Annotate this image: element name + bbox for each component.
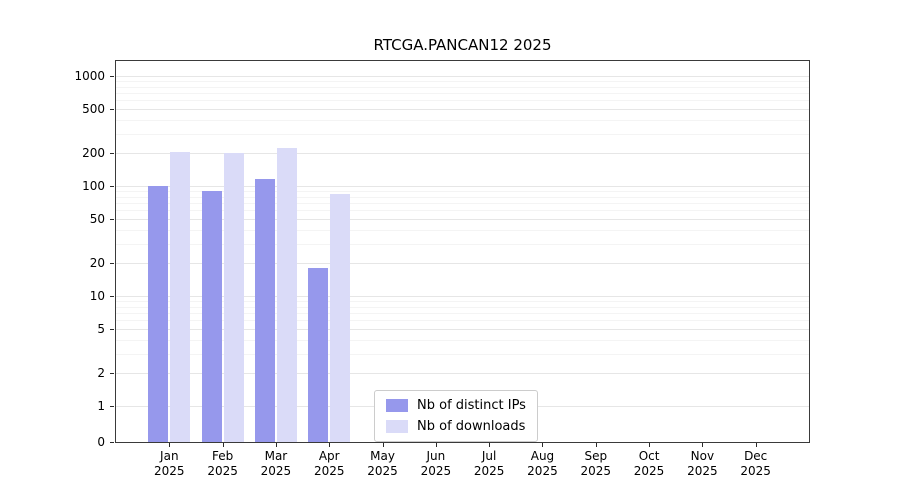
- x-tickmark: [649, 443, 651, 447]
- y-tickmark: [110, 76, 114, 77]
- gridline-minor: [116, 196, 809, 198]
- gridline-minor: [116, 306, 809, 308]
- gridline-minor: [116, 93, 809, 95]
- y-tickmark: [110, 152, 114, 154]
- legend-swatch-ips: [386, 399, 408, 412]
- x-tickmark: [169, 443, 171, 447]
- gridline-minor: [116, 100, 809, 102]
- legend: Nb of distinct IPs Nb of downloads: [374, 390, 538, 442]
- x-tick-label: Mar 2025: [260, 449, 292, 478]
- gridline-minor: [116, 119, 809, 121]
- gridline-minor: [116, 229, 809, 231]
- y-tickmark: [110, 109, 114, 111]
- y-tickmark: [110, 329, 114, 331]
- legend-label-ips: Nb of distinct IPs: [417, 398, 526, 413]
- gridline-major: [116, 329, 809, 331]
- gridline-minor: [116, 133, 809, 135]
- y-tick-label: 2: [97, 365, 105, 380]
- gridline-major: [116, 152, 809, 154]
- gridline-major: [116, 186, 809, 187]
- gridline-major: [116, 372, 809, 374]
- y-tickmark: [110, 186, 114, 187]
- x-tickmark: [222, 443, 224, 447]
- bar-downloads: [276, 148, 297, 442]
- x-tickmark: [755, 443, 757, 447]
- y-tick-label: 1000: [74, 69, 105, 83]
- x-tickmark: [542, 443, 544, 447]
- gridline-minor: [116, 313, 809, 315]
- bar-distinct-ips: [201, 191, 222, 442]
- bar-downloads: [223, 153, 244, 442]
- gridline-major: [116, 219, 809, 221]
- x-tick-label: Jun 2025: [420, 449, 452, 478]
- y-tickmark: [110, 442, 114, 443]
- x-tick-label: Dec 2025: [740, 449, 771, 478]
- legend-entry-ips: Nb of distinct IPs: [386, 398, 526, 413]
- y-tick-label: 1: [97, 399, 105, 413]
- legend-swatch-downloads: [386, 420, 408, 433]
- bar-downloads: [170, 151, 191, 442]
- x-tick-label: Apr 2025: [313, 449, 345, 478]
- y-tickmark: [110, 372, 114, 374]
- y-tickmark: [110, 262, 114, 264]
- gridline-minor: [116, 210, 809, 212]
- gridline-minor: [116, 203, 809, 205]
- x-tickmark: [275, 443, 277, 447]
- gridline-major: [116, 109, 809, 111]
- y-tickmark: [110, 406, 114, 407]
- gridline-minor: [116, 243, 809, 245]
- legend-entry-downloads: Nb of downloads: [386, 419, 526, 434]
- x-tickmark: [489, 443, 491, 447]
- gridline-minor: [116, 301, 809, 303]
- x-tick-label: Nov 2025: [687, 449, 718, 478]
- x-tick-label: Sep 2025: [580, 449, 612, 478]
- gridline-minor: [116, 81, 809, 83]
- y-tickmark: [110, 296, 114, 297]
- gridline-minor: [116, 353, 809, 355]
- legend-label-downloads: Nb of downloads: [417, 419, 526, 434]
- gridline-minor: [116, 339, 809, 341]
- x-tick-label: Aug 2025: [527, 449, 558, 478]
- gridline-minor: [116, 320, 809, 322]
- gridline-major: [116, 296, 809, 297]
- x-tick-label: Oct 2025: [633, 449, 665, 478]
- y-tickmark: [110, 219, 114, 221]
- x-tick-label: Jan 2025: [154, 449, 185, 478]
- bar-downloads: [330, 193, 351, 442]
- y-tick-label: 0: [97, 435, 105, 449]
- x-tickmark: [435, 443, 437, 447]
- y-tick-label: 100: [82, 179, 105, 193]
- x-tick-label: Feb 2025: [207, 449, 238, 478]
- bar-distinct-ips: [308, 267, 329, 442]
- bar-distinct-ips: [148, 186, 169, 442]
- x-tickmark: [595, 443, 597, 447]
- gridline-minor: [116, 191, 809, 193]
- x-tick-label: Jul 2025: [473, 449, 505, 478]
- gridline-minor: [116, 86, 809, 88]
- gridline-major: [116, 76, 809, 77]
- x-tick-label: May 2025: [367, 449, 398, 478]
- chart-title: RTCGA.PANCAN12 2025: [373, 36, 552, 54]
- x-tickmark: [329, 443, 331, 447]
- y-tick-label: 5: [97, 322, 105, 337]
- y-tick-label: 500: [82, 102, 105, 117]
- y-tick-label: 200: [82, 145, 105, 160]
- y-tick-label: 20: [89, 255, 105, 270]
- y-tick-label: 50: [89, 212, 105, 227]
- bar-distinct-ips: [254, 179, 275, 442]
- x-tickmark: [702, 443, 704, 447]
- x-tickmark: [382, 443, 384, 447]
- y-tick-label: 10: [89, 289, 105, 303]
- plot-area: [115, 60, 810, 443]
- gridline-major: [116, 262, 809, 264]
